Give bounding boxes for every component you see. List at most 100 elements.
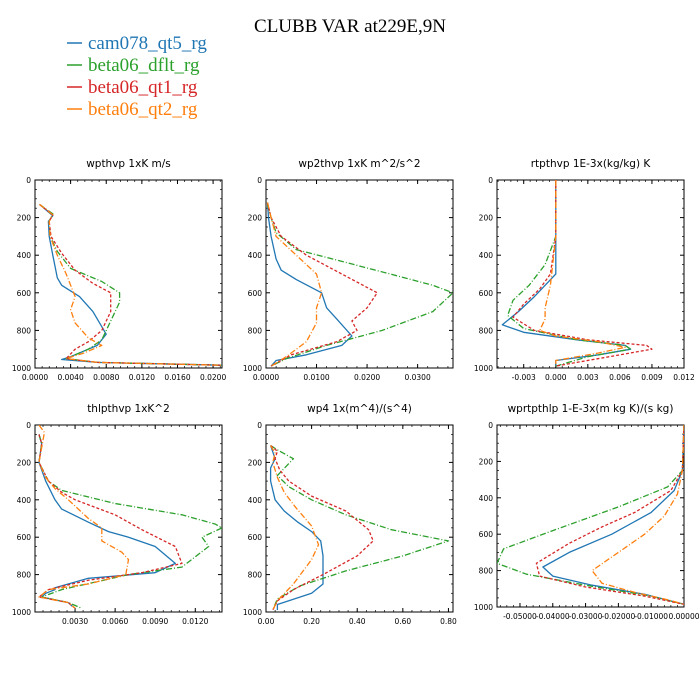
figure-title: CLUBB VAR at229E,9N [254,16,446,37]
x-tick-label: 0.0090 [142,617,168,626]
panel-2: wp2thvp 1xK m^2/s^2 0 200 400 600 800 10000.00… [243,158,454,382]
series-group [497,425,684,605]
series-line-beta06_dflt_rg [39,203,222,366]
series-group [501,180,653,367]
y-tick-label: 400 [17,496,32,505]
y-tick-label: 1000 [12,364,31,373]
plot-frame [265,179,454,369]
x-tick-label: 0.0160 [164,373,190,382]
panel-title: wprtpthlp 1-E-3x(m kg K)/(s kg) [508,403,674,415]
series-line-beta06_dflt_rg [270,445,450,611]
y-tick-label: 1000 [243,364,262,373]
y-tick-label: 1000 [243,608,262,617]
plot-frame [496,179,685,369]
x-tick-label: -0.003 [512,373,536,382]
x-tick-label: -0.03000 [569,612,603,621]
x-tick-label: 0.40 [349,617,366,626]
x-tick-label: 0.0300 [404,373,430,382]
y-tick-label: 200 [479,457,494,466]
panel-6: wprtpthlp 1-E-3x(m kg K)/(s kg) 0 200 400 60… [474,403,700,621]
x-tick-label: 0.009 [641,373,663,382]
y-tick-label: 800 [248,571,263,580]
x-tick-label: 0.60 [394,617,411,626]
series-line-beta06_qt2_rg [266,202,323,367]
x-tick-label: -0.02000 [602,612,636,621]
plot-frame [34,179,223,369]
y-tick-label: 600 [479,289,494,298]
series-line-cam078_qt5_rg [38,434,176,607]
series-line-beta06_dflt_rg [38,434,222,609]
x-tick-label: 0.0000 [22,373,48,382]
x-tick-label: 0.0030 [62,617,88,626]
x-tick-label: -0.04000 [536,612,570,621]
y-tick-label: 1000 [474,364,493,373]
x-tick-label: 0.0120 [129,373,155,382]
y-tick-label: 0 [26,421,31,430]
series-line-cam078_qt5_rg [542,425,684,605]
series-line-beta06_qt2_rg [38,425,130,609]
y-tick-label: 400 [479,251,494,260]
x-tick-label: 0.0100 [303,373,329,382]
y-tick-label: 1000 [12,608,31,617]
series-line-cam078_qt5_rg [269,445,324,611]
x-tick-label: 0.0120 [182,617,208,626]
series-line-beta06_qt2_rg [539,180,626,367]
y-tick-label: 0 [488,176,493,185]
x-tick-label: 0.003 [577,373,599,382]
series-line-beta06_qt1_rg [38,434,183,609]
y-tick-label: 400 [17,251,32,260]
legend: cam078_qt5_rgbeta06_dflt_rgbeta06_qt1_rg… [67,33,207,120]
panel-title: wp2thvp 1xK m^2/s^2 [298,158,420,170]
legend-label: beta06_qt1_rg [88,77,198,98]
plot-frame [496,424,685,608]
panel-title: thlpthvp 1xK^2 [87,403,170,415]
series-line-beta06_dflt_rg [497,425,684,605]
x-tick-label: 0.0000 [253,373,279,382]
series-line-beta06_qt2_rg [270,445,320,611]
series-line-beta06_qt1_rg [512,180,653,367]
series-line-beta06_qt2_rg [39,203,222,366]
series-line-beta06_qt2_rg [591,425,684,605]
y-tick-label: 400 [248,251,263,260]
y-tick-label: 200 [479,214,494,223]
panel-4: thlpthvp 1xK^2 0 200 400 600 800 1000 0.0030 0.0… [12,403,223,626]
y-tick-label: 0 [257,421,262,430]
panel-3: rtpthvp 1E-3x(kg/kg) K 0 200 400 600 800 1000 -… [474,158,695,382]
y-tick-label: 0 [257,176,262,185]
panel-title: wpthvp 1xK m/s [86,158,171,170]
x-tick-label: 0.012 [673,373,695,382]
y-tick-label: 600 [17,533,32,542]
y-tick-label: 400 [248,496,263,505]
x-tick-label: 0.00000 [668,612,699,621]
x-tick-label: 0.00 [258,617,275,626]
series-line-cam078_qt5_rg [501,180,632,367]
series-group [39,203,222,366]
x-tick-label: -0.05000 [503,612,537,621]
x-tick-label: 0.006 [609,373,631,382]
series-group [269,445,450,611]
y-tick-label: 0 [26,176,31,185]
series-group [266,202,453,367]
legend-label: beta06_dflt_rg [88,55,200,76]
y-tick-label: 800 [248,326,263,335]
series-line-beta06_qt1_rg [535,425,684,605]
x-tick-label: 0.0040 [57,373,83,382]
series-line-beta06_dflt_rg [507,180,632,367]
y-tick-label: 200 [17,214,32,223]
series-line-beta06_qt1_rg [39,203,222,366]
y-tick-label: 200 [17,458,32,467]
series-line-beta06_qt1_rg [270,445,374,611]
series-group [38,425,222,609]
y-tick-label: 200 [248,214,263,223]
series-line-cam078_qt5_rg [39,203,222,366]
y-tick-label: 800 [479,326,494,335]
series-line-beta06_qt1_rg [266,202,378,367]
x-tick-label: -0.01000 [634,612,668,621]
legend-label: cam078_qt5_rg [88,33,207,54]
y-tick-label: 400 [479,494,494,503]
x-tick-label: 0.0080 [93,373,119,382]
